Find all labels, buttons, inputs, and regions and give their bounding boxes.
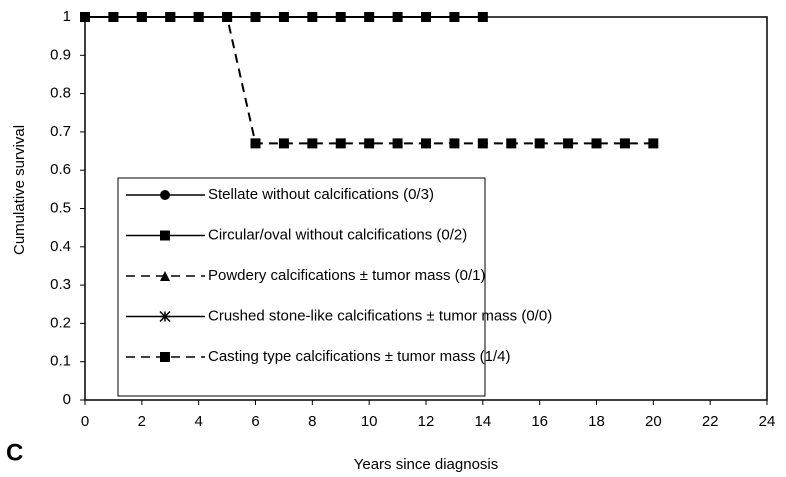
legend-box: [117, 177, 486, 397]
x-tick-label: 24: [759, 413, 776, 430]
marker: [136, 12, 147, 22]
marker: [165, 12, 176, 22]
marker: [222, 12, 233, 22]
y-tick-label: 0.7: [50, 123, 71, 140]
marker: [563, 138, 574, 149]
y-tick-label: 0.9: [50, 46, 71, 63]
legend-label: Crushed stone-like calcifications ± tumo…: [208, 307, 552, 324]
marker: [307, 138, 318, 149]
y-tick-label: 1: [63, 8, 71, 25]
marker: [449, 138, 460, 149]
y-tick-label: 0.8: [50, 85, 71, 102]
x-tick-label: 18: [588, 413, 605, 430]
x-tick-label: 12: [418, 413, 435, 430]
y-tick-label: 0.1: [50, 353, 71, 370]
legend-label: Powdery calcifications ± tumor mass (0/1…: [208, 267, 486, 284]
marker: [619, 138, 630, 149]
marker: [80, 12, 90, 22]
marker: [160, 190, 170, 200]
x-tick-label: 0: [81, 413, 89, 430]
marker: [160, 230, 170, 241]
x-tick-label: 22: [702, 413, 719, 430]
x-tick-label: 10: [361, 413, 378, 430]
marker: [278, 138, 289, 149]
legend-label: Casting type calcifications ± tumor mass…: [208, 348, 511, 365]
x-tick-label: 16: [531, 413, 548, 430]
x-tick-label: 2: [138, 413, 146, 430]
y-tick-label: 0: [63, 391, 71, 408]
marker: [159, 310, 171, 323]
marker: [250, 12, 261, 22]
marker: [193, 12, 204, 22]
marker: [392, 12, 403, 22]
marker: [648, 138, 659, 149]
x-axis-label: Years since diagnosis: [354, 456, 499, 473]
x-tick-label: 20: [645, 413, 662, 430]
series-line: [85, 16, 654, 145]
y-axis-label: Cumulative survival: [11, 125, 28, 255]
marker: [534, 138, 545, 149]
marker: [421, 12, 431, 22]
legend-label: Stellate without calcifications (0/3): [208, 186, 434, 203]
marker: [364, 12, 375, 22]
marker: [591, 138, 602, 149]
marker: [421, 138, 431, 149]
y-tick-label: 0.5: [50, 199, 71, 216]
marker: [477, 138, 488, 149]
marker: [307, 12, 318, 22]
x-tick-label: 8: [308, 413, 316, 430]
x-tick-label: 14: [474, 413, 491, 430]
marker: [160, 352, 170, 362]
marker: [335, 138, 346, 149]
y-tick-label: 0.3: [50, 276, 71, 293]
marker: [477, 12, 488, 22]
marker: [108, 12, 119, 22]
marker: [278, 12, 289, 22]
panel-label: C: [6, 439, 23, 466]
x-tick-label: 4: [194, 413, 202, 430]
legend-label: Circular/oval without calcifications (0/…: [208, 226, 467, 243]
marker: [506, 138, 517, 149]
marker: [392, 138, 403, 149]
y-tick-label: 0.6: [50, 161, 71, 178]
y-tick-label: 0.2: [50, 314, 71, 331]
y-tick-label: 0.4: [50, 238, 71, 255]
marker: [250, 138, 261, 149]
marker: [364, 138, 375, 149]
marker: [335, 12, 346, 22]
x-tick-label: 6: [251, 413, 259, 430]
marker: [160, 271, 170, 281]
marker: [449, 12, 460, 22]
